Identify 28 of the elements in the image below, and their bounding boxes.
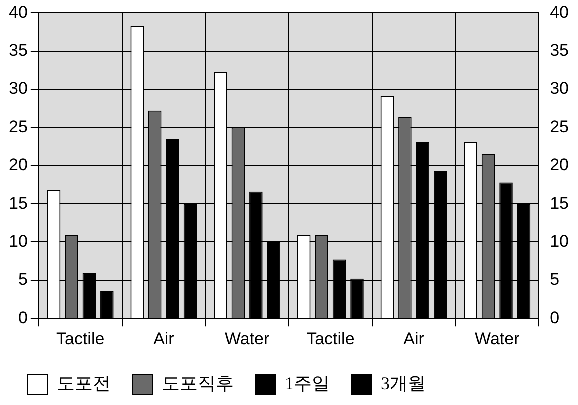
y2-tick-label: 20: [550, 156, 570, 175]
legend-label: 1주일: [285, 374, 330, 394]
y2-tick-label: 5: [550, 270, 560, 290]
y-tick-label: 15: [8, 194, 28, 213]
y2-tick-label: 10: [550, 232, 570, 251]
x-tick-label: Tactile: [306, 329, 355, 348]
x-tick-label: Water: [224, 329, 270, 348]
y-tick-label: 35: [8, 41, 28, 60]
y2-tick-label: 0: [550, 308, 560, 328]
y-tick-label: 25: [8, 117, 28, 136]
y-tick-label: 40: [8, 2, 28, 22]
y2-tick-label: 30: [550, 79, 570, 98]
x-tick-label: Water: [475, 329, 520, 348]
legend-label: 3개월: [381, 374, 426, 394]
x-tick-label: Tactile: [56, 329, 105, 348]
y2-tick-label: 35: [550, 41, 570, 60]
legend-label: 도포직후: [162, 374, 234, 394]
y2-tick-label: 15: [550, 194, 570, 213]
y-tick-label: 20: [8, 156, 28, 175]
y-tick-label: 0: [18, 308, 28, 328]
y-tick-label: 10: [8, 232, 28, 251]
legend-label: 도포전: [57, 374, 111, 394]
x-tick-label: Air: [154, 329, 175, 348]
y2-tick-label: 25: [550, 117, 570, 136]
y-tick-label: 30: [8, 79, 28, 98]
x-tick-label: Air: [404, 329, 425, 348]
y-tick-label: 5: [18, 270, 28, 290]
y2-tick-label: 40: [550, 2, 570, 22]
